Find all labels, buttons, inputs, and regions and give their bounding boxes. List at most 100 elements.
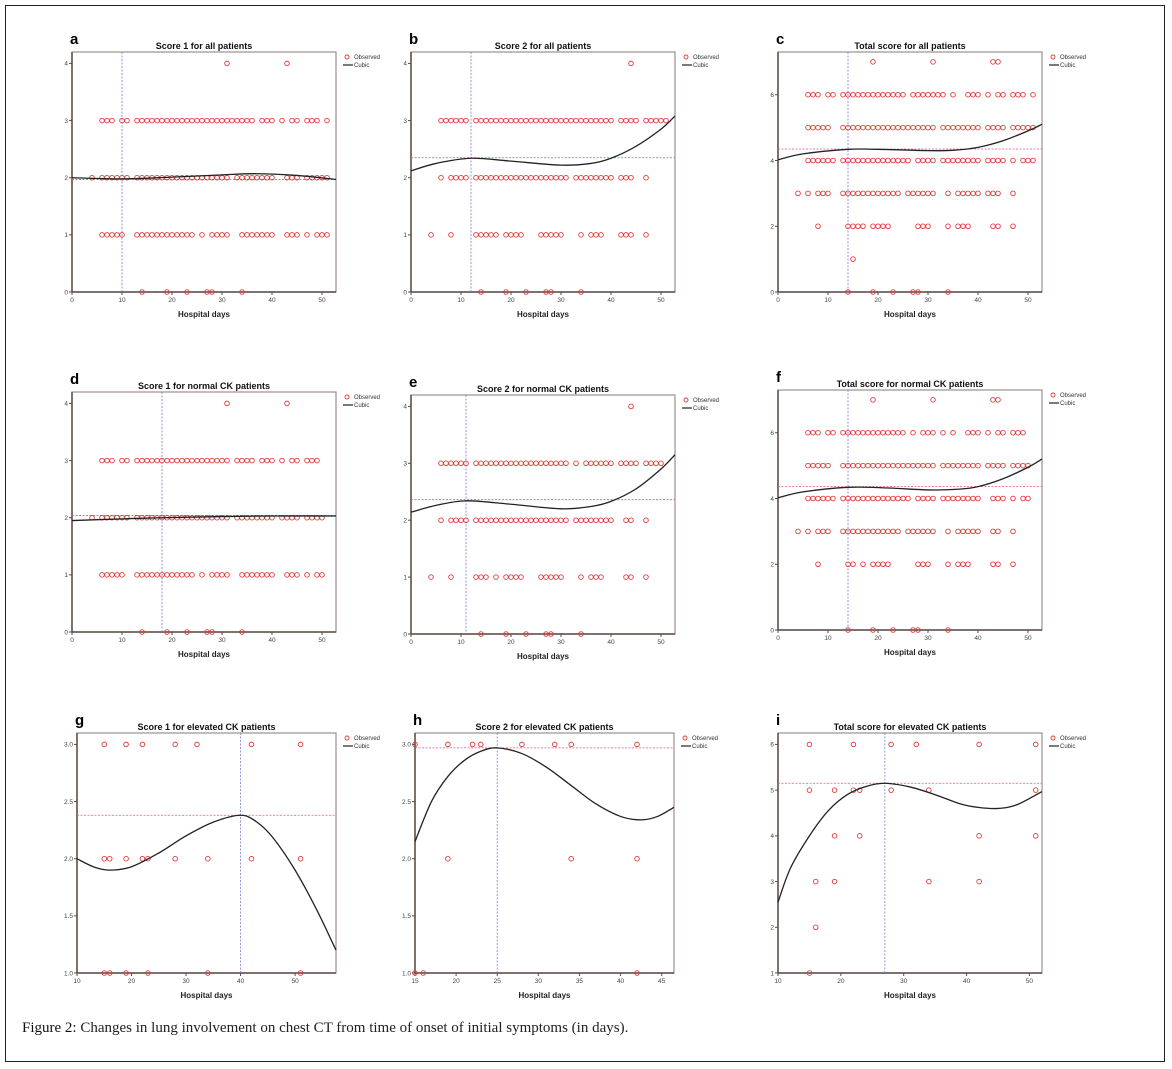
observed-point	[1020, 91, 1026, 98]
x-tick-label: 50	[318, 297, 326, 304]
x-axis-label: Hospital days	[884, 648, 937, 657]
observed-point	[109, 117, 115, 124]
observed-point	[950, 91, 956, 98]
observed-point	[438, 174, 444, 181]
y-tick-label: 2	[403, 517, 407, 524]
observed-point	[995, 190, 1001, 197]
y-tick-label: 2	[770, 224, 774, 231]
plot-area	[777, 389, 1043, 631]
observed-point	[888, 787, 894, 793]
observed-point	[930, 190, 936, 197]
x-tick-label: 0	[409, 639, 413, 646]
observed-point	[1010, 190, 1016, 197]
observed-point	[975, 528, 981, 535]
x-tick-label: 10	[457, 297, 465, 304]
observed-point	[910, 429, 916, 436]
observed-point	[483, 574, 489, 580]
y-tick-label: 2.0	[402, 856, 411, 863]
panel-i: i Total score for elevated CK patients 10 2…	[770, 712, 1086, 1000]
cubic-fit-line	[76, 814, 337, 951]
x-axis-label: Hospital days	[884, 991, 937, 1000]
observed-point	[119, 572, 125, 578]
observed-point	[224, 514, 230, 521]
observed-point	[445, 855, 451, 862]
x-tick-label: 0	[776, 297, 780, 304]
y-tick-label: 0	[64, 289, 68, 296]
cubic-fit-line	[777, 782, 1043, 903]
observed-point	[830, 91, 836, 98]
panel-g: g Score 1 for elevated CK patients 10 20 30 4…	[64, 712, 380, 1000]
legend: Observed Cubic	[1049, 54, 1086, 69]
observed-point	[633, 460, 639, 467]
observed-point	[314, 457, 320, 464]
y-tick-label: 0	[770, 289, 774, 296]
x-tick-label: 20	[168, 637, 176, 644]
observed-point	[890, 289, 896, 295]
observed-point	[628, 517, 634, 523]
y-tick-label: 0	[770, 627, 774, 634]
observed-point	[930, 124, 936, 131]
observed-point	[825, 462, 831, 469]
observed-point	[950, 429, 956, 436]
x-tick-label: 30	[218, 637, 226, 644]
cubic-fit-line	[777, 123, 1043, 161]
legend-observed-marker	[1050, 735, 1056, 741]
panel-title: Score 1 for normal CK patients	[138, 381, 270, 391]
observed-point	[448, 574, 454, 580]
y-tick-label: 2.5	[402, 799, 411, 806]
observed-point	[930, 59, 936, 65]
legend-observed-label: Observed	[1060, 393, 1086, 399]
x-tick-label: 10	[73, 978, 81, 985]
legend-observed-marker	[1050, 54, 1056, 60]
x-tick-label: 10	[118, 297, 126, 304]
observed-point	[139, 855, 146, 862]
plot-area	[71, 391, 337, 633]
observed-point	[224, 174, 230, 181]
observed-point	[578, 289, 584, 295]
x-tick-label: 30	[182, 978, 190, 985]
observed-point	[578, 574, 584, 580]
cubic-fit-line	[414, 747, 675, 842]
y-tick-label: 6	[770, 92, 774, 99]
observed-point	[895, 528, 901, 535]
plot-area	[777, 51, 1043, 293]
x-tick-label: 25	[494, 978, 502, 985]
observed-point	[608, 174, 614, 181]
panel-letter: a	[70, 31, 79, 48]
x-tick-label: 20	[507, 297, 515, 304]
plot-area	[76, 732, 337, 974]
panel-title: Score 1 for elevated CK patients	[137, 722, 275, 732]
x-tick-label: 40	[607, 297, 615, 304]
legend-observed-marker	[344, 394, 350, 400]
observed-point	[628, 174, 634, 181]
observed-point	[806, 970, 813, 976]
observed-point	[519, 741, 525, 748]
observed-point	[930, 462, 936, 469]
panel-letter: h	[413, 712, 422, 729]
observed-point	[1032, 787, 1039, 793]
x-tick-label: 50	[291, 978, 299, 985]
observed-point	[658, 460, 664, 467]
y-tick-label: 3	[64, 458, 68, 465]
panel-letter: c	[776, 31, 784, 48]
x-tick-label: 0	[70, 637, 74, 644]
observed-point	[199, 572, 205, 578]
cubic-fit-line	[777, 458, 1043, 499]
observed-point	[209, 629, 215, 635]
observed-point	[563, 460, 569, 467]
legend-cubic-label: Cubic	[354, 63, 369, 69]
panel-letter: g	[75, 712, 84, 729]
observed-point	[194, 741, 200, 748]
observed-point	[815, 429, 821, 436]
observed-point	[1032, 833, 1039, 839]
observed-point	[578, 232, 584, 238]
observed-point	[608, 460, 614, 467]
panel-letter: d	[70, 371, 79, 388]
plot-area	[414, 732, 675, 974]
cubic-fit-line	[410, 454, 676, 513]
plot-area	[777, 732, 1043, 974]
observed-point	[634, 741, 640, 748]
x-tick-label: 40	[268, 637, 276, 644]
observed-point	[825, 124, 831, 131]
x-tick-label: 15	[411, 978, 419, 985]
